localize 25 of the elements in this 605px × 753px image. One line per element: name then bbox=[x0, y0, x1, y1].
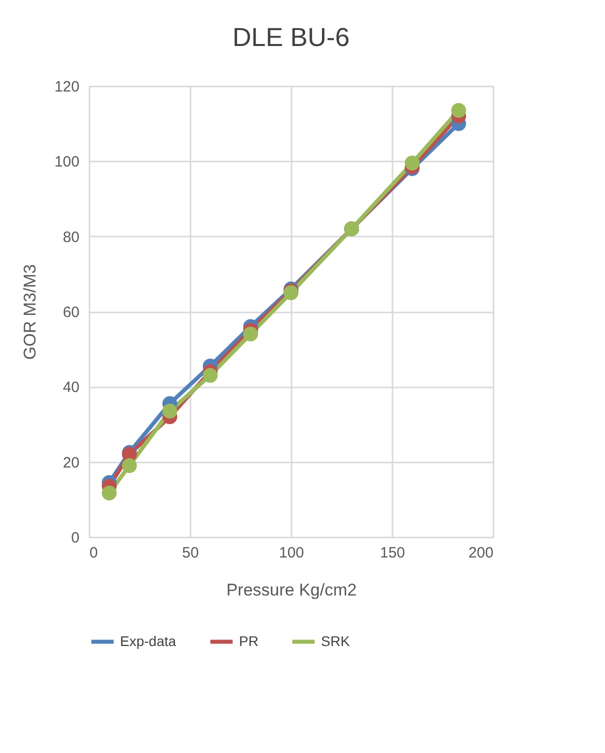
point bbox=[404, 156, 420, 170]
point bbox=[122, 458, 137, 473]
x-tick-label: 150 bbox=[380, 544, 406, 562]
x-axis-title: Pressure Kg/cm2 bbox=[226, 580, 357, 600]
legend-label: Exp-data bbox=[120, 632, 176, 649]
legend-label: SRK bbox=[321, 632, 350, 649]
x-tick-label: 50 bbox=[182, 544, 199, 562]
y-tick-label: 0 bbox=[71, 530, 80, 546]
point bbox=[162, 404, 178, 418]
point bbox=[451, 103, 466, 118]
point bbox=[202, 368, 218, 383]
y-axis-title: GOR M3/M3 bbox=[20, 264, 40, 360]
y-tick-label: 100 bbox=[54, 154, 80, 171]
y-tick-label: 60 bbox=[62, 304, 80, 321]
point bbox=[102, 486, 117, 500]
x-tick-label: 100 bbox=[278, 544, 304, 562]
y-tick-label: 20 bbox=[62, 454, 80, 472]
legend-label: PR bbox=[239, 632, 258, 649]
x-tick-label: 0 bbox=[90, 544, 98, 562]
y-tick-label: 120 bbox=[54, 78, 80, 96]
y-tick-label: 40 bbox=[62, 379, 80, 396]
chart-title: DLE BU-6 bbox=[232, 22, 350, 52]
x-tick-label: 200 bbox=[468, 544, 494, 562]
point bbox=[243, 326, 258, 342]
y-tick-label: 80 bbox=[62, 228, 80, 246]
